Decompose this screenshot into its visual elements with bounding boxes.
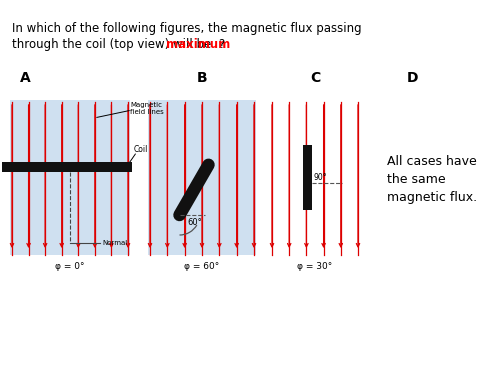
Text: maximum: maximum — [166, 38, 230, 51]
Text: Normal: Normal — [102, 240, 127, 246]
Text: Magnetic
field lines: Magnetic field lines — [130, 102, 164, 116]
Bar — [303, 145, 311, 210]
Text: 60°: 60° — [187, 218, 202, 227]
Text: C: C — [310, 71, 320, 85]
Bar — [2, 162, 132, 171]
Text: φ = 0°: φ = 0° — [55, 262, 85, 271]
Text: D: D — [406, 71, 418, 85]
Text: 90°: 90° — [313, 173, 327, 183]
Text: A: A — [20, 71, 30, 85]
Bar — [10, 100, 130, 255]
Text: All cases have: All cases have — [387, 155, 477, 168]
Bar — [148, 100, 256, 255]
Text: φ = 30°: φ = 30° — [297, 262, 333, 271]
Text: magnetic flux.: magnetic flux. — [387, 191, 477, 204]
Text: the same: the same — [387, 173, 446, 186]
Text: Coil: Coil — [134, 145, 148, 154]
Text: φ = 60°: φ = 60° — [184, 262, 220, 271]
Text: ?: ? — [218, 38, 224, 51]
Text: through the coil (top view) will be: through the coil (top view) will be — [12, 38, 215, 51]
Text: B: B — [197, 71, 207, 85]
Text: In which of the following figures, the magnetic flux passing: In which of the following figures, the m… — [12, 22, 362, 35]
